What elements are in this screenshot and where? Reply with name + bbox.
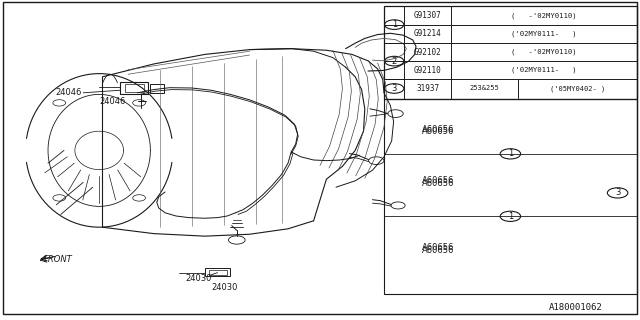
Text: FRONT: FRONT [44,255,72,264]
Text: 24030: 24030 [186,274,212,283]
FancyBboxPatch shape [209,270,227,275]
Text: G91307: G91307 [414,11,442,20]
Text: (   -'02MY0110): ( -'02MY0110) [511,49,577,55]
Text: ('02MY0111-   ): ('02MY0111- ) [511,67,577,74]
Text: A60656: A60656 [422,246,455,255]
Text: ('02MY0111-   ): ('02MY0111- ) [511,30,577,37]
Text: (   -'02MY0110): ( -'02MY0110) [511,12,577,19]
Text: 24030: 24030 [211,283,237,292]
Text: 3: 3 [392,84,397,93]
Text: 24046: 24046 [56,88,82,97]
Text: 1: 1 [392,20,397,29]
FancyBboxPatch shape [150,84,164,93]
Text: 2: 2 [392,57,397,66]
Text: G92110: G92110 [414,66,442,75]
FancyBboxPatch shape [125,84,144,92]
Text: 24046: 24046 [99,97,125,106]
Text: A60656: A60656 [422,176,455,185]
Text: G92102: G92102 [414,47,442,57]
FancyBboxPatch shape [120,82,148,94]
Text: 1: 1 [508,212,513,221]
Text: A60656: A60656 [422,127,455,136]
FancyBboxPatch shape [205,268,230,276]
Text: A180001062: A180001062 [549,303,603,312]
Text: ('05MY0402- ): ('05MY0402- ) [550,85,605,92]
FancyBboxPatch shape [384,6,637,99]
Text: A60656: A60656 [422,125,455,134]
Text: 3: 3 [615,188,620,197]
Text: 31937: 31937 [416,84,440,93]
Text: G91214: G91214 [414,29,442,38]
Text: A60656: A60656 [422,244,455,252]
Text: 1: 1 [508,149,513,158]
Text: A60656: A60656 [422,179,455,188]
Text: 253&255: 253&255 [470,85,500,92]
